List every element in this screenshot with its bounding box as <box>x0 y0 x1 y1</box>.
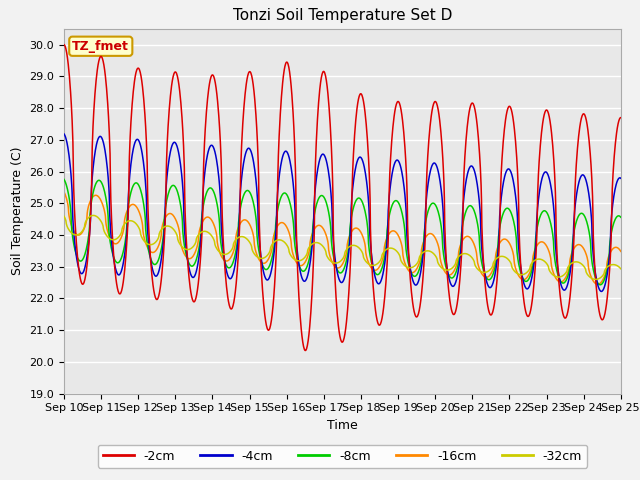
-2cm <box>617 115 625 120</box>
-16cm <box>502 236 509 242</box>
-16cm <box>246 222 254 228</box>
-4cm <box>60 131 68 137</box>
-32cm <box>60 214 68 219</box>
Line: -2cm: -2cm <box>64 45 621 350</box>
Line: -32cm: -32cm <box>64 216 621 279</box>
-2cm <box>502 115 509 120</box>
-16cm <box>429 232 436 238</box>
Line: -16cm: -16cm <box>64 192 621 284</box>
-16cm <box>594 281 602 287</box>
-32cm <box>502 255 509 261</box>
-8cm <box>551 255 559 261</box>
-4cm <box>246 146 254 152</box>
-4cm <box>184 258 191 264</box>
-2cm <box>551 180 559 186</box>
X-axis label: Time: Time <box>327 419 358 432</box>
-2cm <box>170 70 178 76</box>
-4cm <box>170 139 178 145</box>
-8cm <box>246 190 254 196</box>
-16cm <box>551 273 559 279</box>
-16cm <box>60 189 68 194</box>
-32cm <box>429 251 437 256</box>
-4cm <box>551 218 559 224</box>
-2cm <box>301 348 309 353</box>
-4cm <box>429 161 436 167</box>
-8cm <box>170 183 178 189</box>
-16cm <box>184 255 191 261</box>
-8cm <box>429 200 436 206</box>
-32cm <box>171 228 179 234</box>
-16cm <box>170 214 178 220</box>
-8cm <box>617 215 625 220</box>
-8cm <box>184 257 191 263</box>
-32cm <box>551 273 559 279</box>
Line: -8cm: -8cm <box>64 180 621 285</box>
-4cm <box>598 288 605 294</box>
-2cm <box>429 103 437 108</box>
-4cm <box>502 171 509 177</box>
Legend: -2cm, -4cm, -8cm, -16cm, -32cm: -2cm, -4cm, -8cm, -16cm, -32cm <box>97 444 588 468</box>
Title: Tonzi Soil Temperature Set D: Tonzi Soil Temperature Set D <box>233 9 452 24</box>
-8cm <box>596 282 604 288</box>
-32cm <box>90 213 97 218</box>
Y-axis label: Soil Temperature (C): Soil Temperature (C) <box>11 147 24 276</box>
-2cm <box>184 261 191 266</box>
-32cm <box>592 276 600 282</box>
-16cm <box>617 249 625 254</box>
-2cm <box>60 42 68 48</box>
Line: -4cm: -4cm <box>64 134 621 291</box>
-4cm <box>617 175 625 181</box>
-32cm <box>184 247 192 252</box>
Text: TZ_fmet: TZ_fmet <box>72 40 129 53</box>
-32cm <box>246 241 254 247</box>
-2cm <box>246 69 254 75</box>
-32cm <box>617 266 625 272</box>
-8cm <box>60 177 68 182</box>
-8cm <box>502 206 509 212</box>
